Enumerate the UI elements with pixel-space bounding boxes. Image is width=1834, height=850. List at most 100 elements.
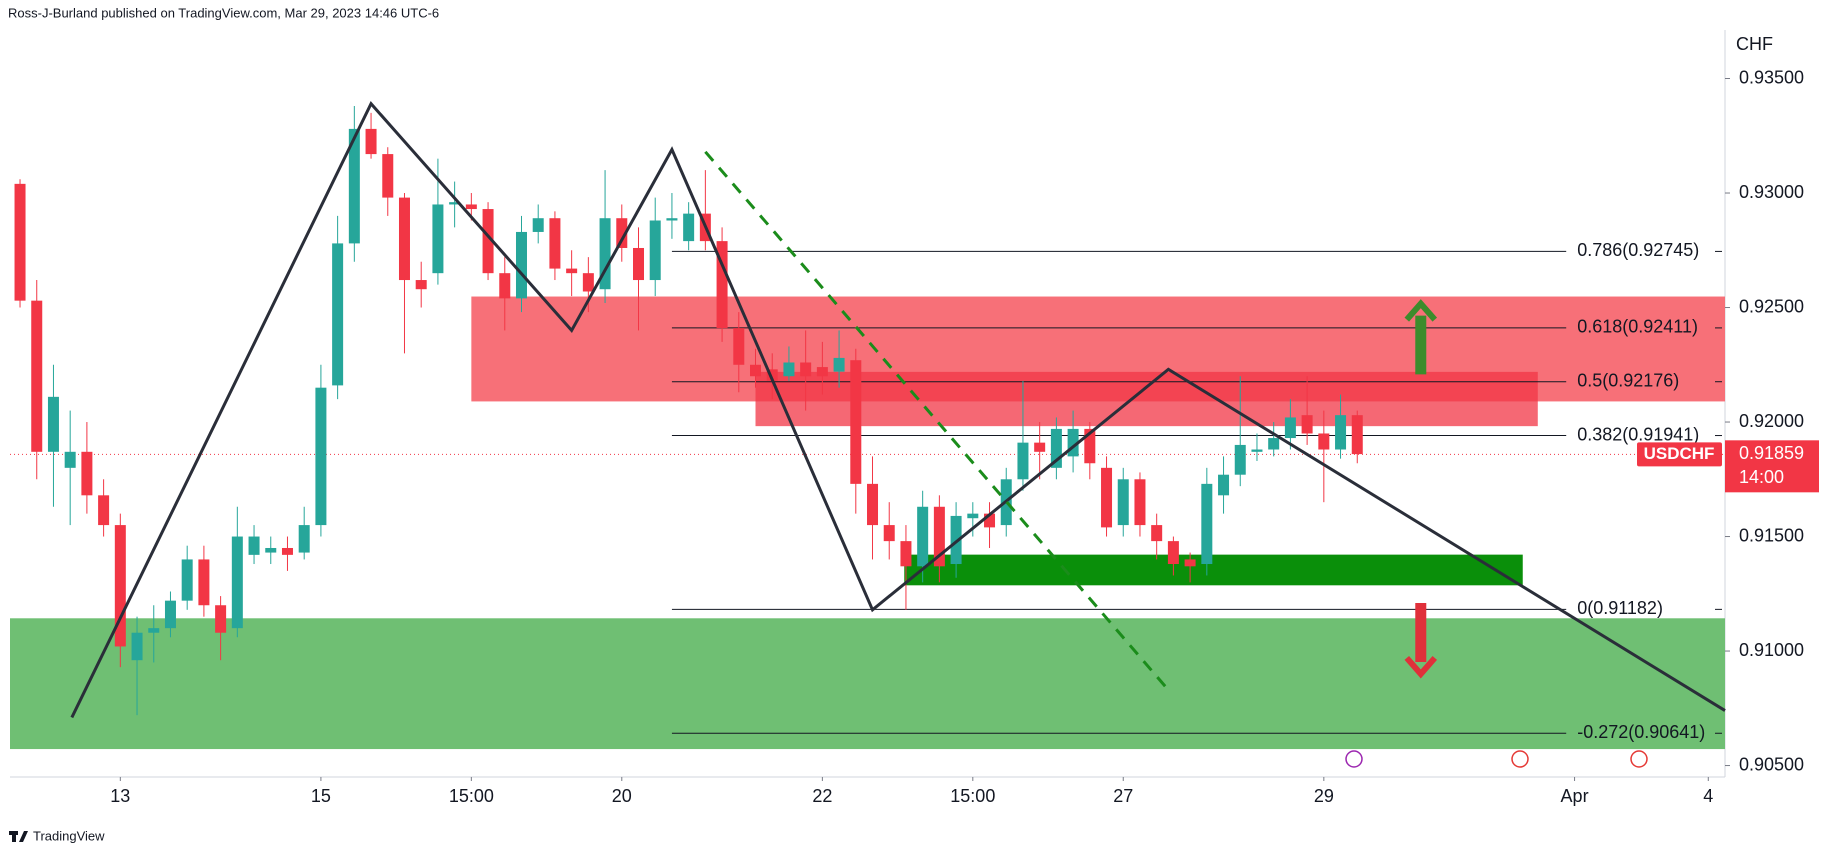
candle-body xyxy=(1134,479,1146,526)
candle-body xyxy=(47,396,59,452)
symbol-tag xyxy=(1637,442,1722,467)
zone xyxy=(904,554,1523,586)
candle-body xyxy=(984,513,996,528)
candle-body xyxy=(1201,483,1213,565)
zone xyxy=(10,618,1725,750)
y-tick-label: 0.93500 xyxy=(1739,67,1804,87)
candle-body xyxy=(1318,433,1330,450)
x-tick-label: 4 xyxy=(1703,786,1713,806)
arrow-head xyxy=(1404,299,1438,322)
candle-body xyxy=(933,506,945,567)
event-icon xyxy=(1511,750,1529,768)
x-tick-label: 15:00 xyxy=(449,786,494,806)
candle-body xyxy=(716,241,728,329)
candle-body xyxy=(31,300,43,452)
trend-line xyxy=(70,101,1726,719)
candle-body xyxy=(1184,559,1196,567)
candle-body xyxy=(265,547,277,553)
candle-body xyxy=(616,218,628,248)
candle-body xyxy=(566,268,578,274)
logo-mark xyxy=(19,831,28,842)
candle-body xyxy=(867,483,879,526)
event-icons xyxy=(1345,750,1648,768)
candle-body xyxy=(1218,474,1230,496)
zone xyxy=(755,371,1538,427)
candle-body xyxy=(248,536,260,555)
y-tick-label: 0.93000 xyxy=(1739,182,1804,202)
symbol-label: USDCHF xyxy=(1644,444,1715,463)
candle-body xyxy=(1117,479,1129,526)
logo-mark xyxy=(12,831,16,842)
candle-body xyxy=(415,280,427,290)
candle-body xyxy=(482,209,494,274)
candle-body xyxy=(1301,415,1313,434)
candle-body xyxy=(766,369,778,381)
price-label: 0.91859 xyxy=(1739,443,1804,463)
candle-body xyxy=(315,387,327,526)
x-tick-label: 15 xyxy=(311,786,331,806)
candle-body xyxy=(215,605,227,633)
candle-body xyxy=(1151,525,1163,542)
candle-body xyxy=(1268,438,1280,450)
candle-body xyxy=(800,362,812,377)
candle-body xyxy=(164,600,176,629)
y-tick-label: 0.91000 xyxy=(1739,640,1804,660)
candle-body xyxy=(231,536,243,629)
candle-body xyxy=(198,559,210,606)
x-tick-label: Apr xyxy=(1561,786,1589,806)
candle-body xyxy=(14,183,26,301)
candle-body xyxy=(1351,415,1363,455)
candle-body xyxy=(1067,428,1079,457)
candle-body xyxy=(750,364,762,377)
candle-body xyxy=(833,357,845,372)
x-tick-label: 27 xyxy=(1113,786,1133,806)
x-tick-label: 15:00 xyxy=(950,786,995,806)
candle-body xyxy=(432,204,444,274)
y-tick-label: 0.92000 xyxy=(1739,411,1804,431)
candle-body xyxy=(398,197,410,281)
candle-body xyxy=(181,559,193,601)
event-icon xyxy=(1630,750,1648,768)
candle-body xyxy=(1017,442,1029,480)
fib-label: 0.618(0.92411) xyxy=(1577,317,1698,337)
candle-body xyxy=(281,547,293,555)
x-tick-label: 22 xyxy=(812,786,832,806)
candle-body xyxy=(298,525,310,553)
fib-label: 0.382(0.91941) xyxy=(1577,424,1699,444)
fib-label: 0.786(0.92745) xyxy=(1577,240,1699,260)
candle-body xyxy=(816,367,828,377)
candle-body xyxy=(98,495,110,526)
candle-body xyxy=(515,231,527,299)
candle-body xyxy=(532,218,544,232)
candle-body xyxy=(900,541,912,567)
candle-body xyxy=(582,273,594,292)
x-tick-label: 20 xyxy=(612,786,632,806)
candle-body xyxy=(1234,444,1246,475)
candle-body xyxy=(967,513,979,519)
candle-body xyxy=(64,451,76,468)
candle-body xyxy=(148,628,160,633)
logo xyxy=(9,831,28,842)
candle-body xyxy=(449,202,461,205)
candle-body xyxy=(783,362,795,377)
candle-body xyxy=(1101,467,1113,528)
candle-body xyxy=(114,525,126,647)
plot: 0.786(0.92745) 0.618(0.92411) 0.5(0.92176)… xyxy=(10,101,1726,750)
candle-body xyxy=(1335,415,1347,450)
candle-body xyxy=(666,218,678,221)
candle-body xyxy=(1167,541,1179,565)
candle-body xyxy=(465,204,477,210)
y-tick-label: 0.91500 xyxy=(1739,525,1804,545)
candle-body xyxy=(348,128,360,244)
y-axis-title: CHF xyxy=(1736,34,1773,54)
candle-body xyxy=(683,213,695,242)
candle-body xyxy=(883,525,895,542)
candle-body xyxy=(1050,428,1062,468)
candle-body xyxy=(917,506,929,567)
candle-body xyxy=(499,273,511,299)
candle-body xyxy=(131,632,143,661)
x-tick-label: 13 xyxy=(110,786,130,806)
trend-line xyxy=(704,150,1170,691)
y-tick-label: 0.90500 xyxy=(1739,754,1804,774)
price-tag xyxy=(1725,440,1819,493)
